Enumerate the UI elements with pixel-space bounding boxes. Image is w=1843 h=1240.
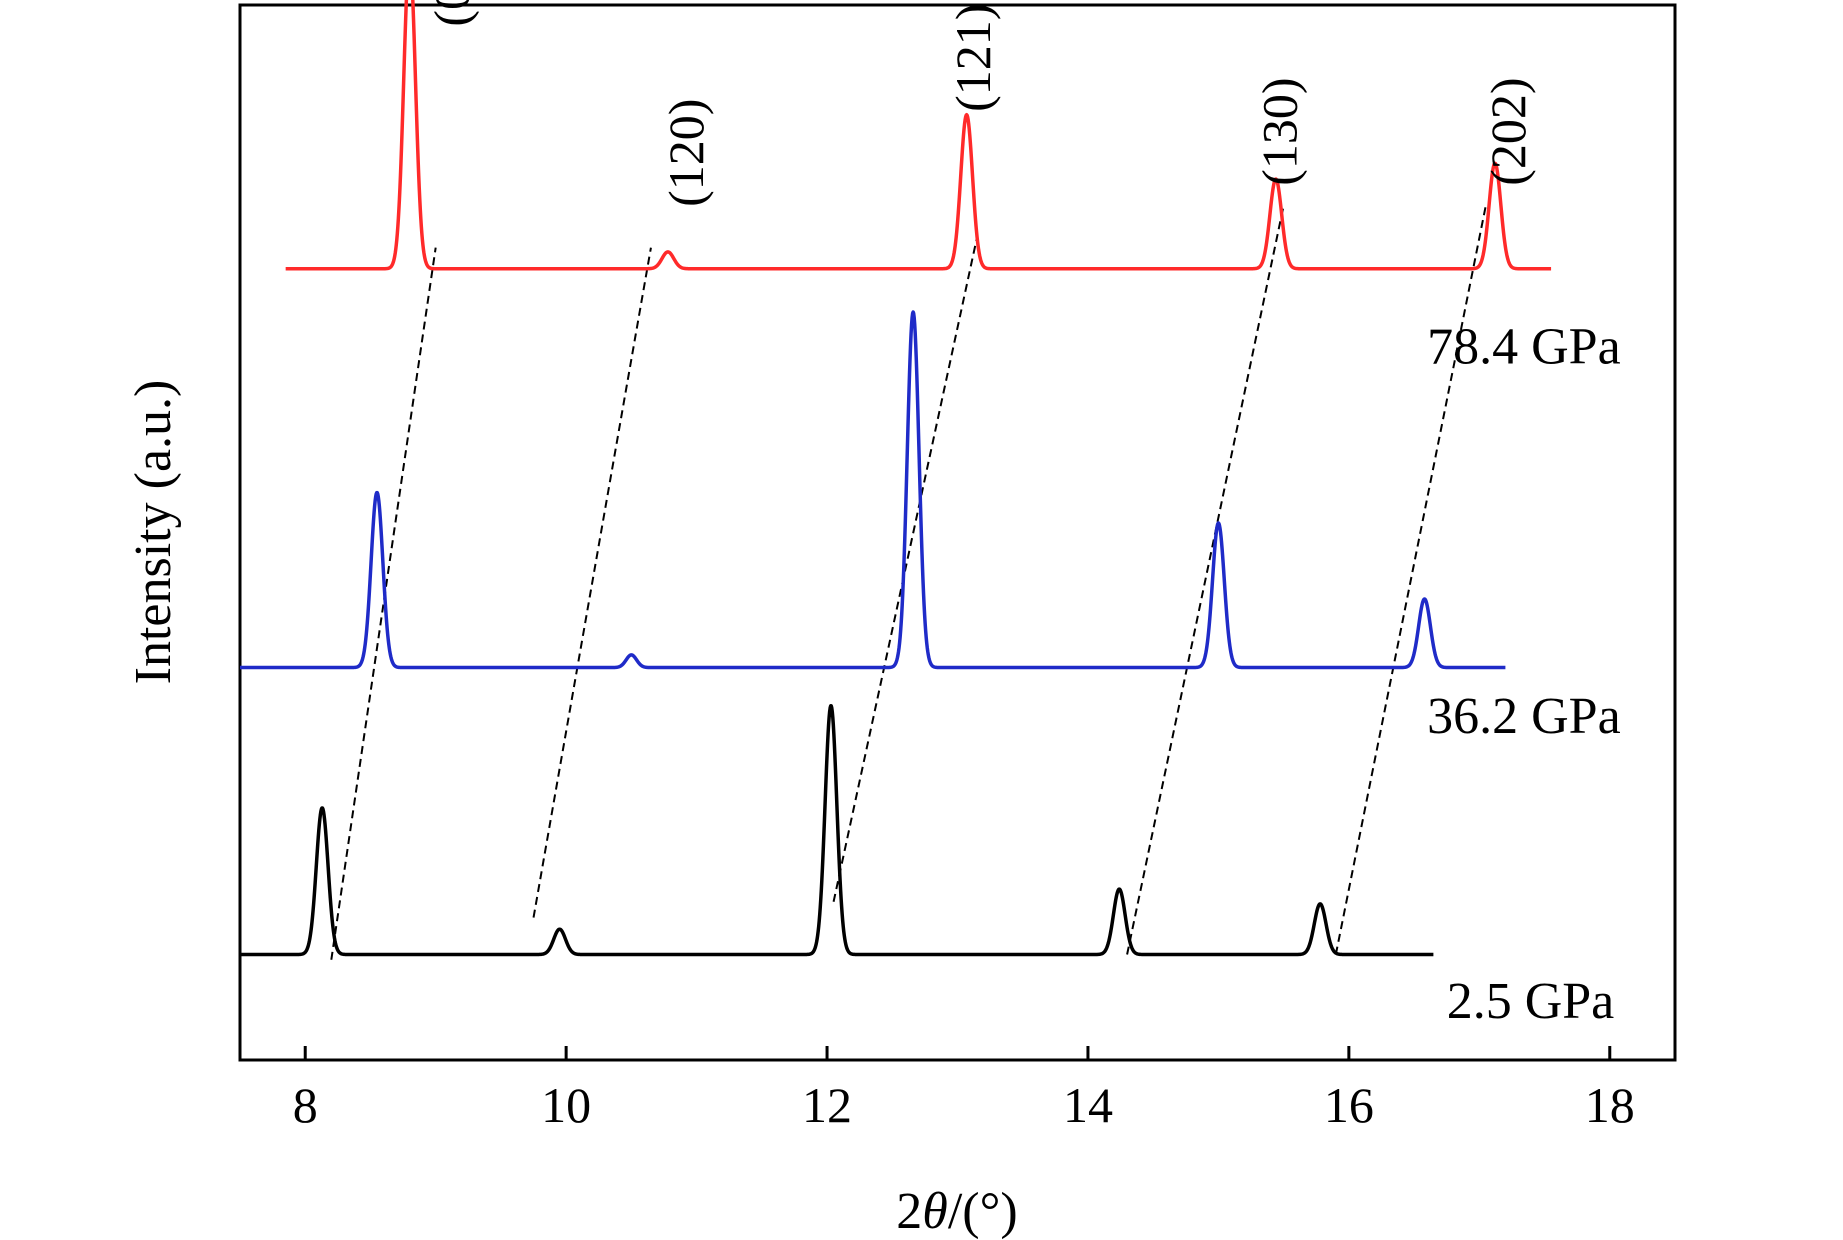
peak-labels: (011) (120) (121) (130) (202)	[423, 0, 1536, 207]
x-axis-label-theta: θ	[922, 1183, 948, 1240]
x-tick-label: 16	[1324, 1077, 1374, 1133]
series-label: 78.4 GPa	[1427, 319, 1621, 376]
peak-shift-dashed-line	[330, 247, 437, 960]
y-axis-label: Intensity (a.u.)	[125, 380, 182, 685]
plot-frame	[238, 3, 1677, 1062]
peak-shift-dashed-line	[532, 247, 652, 918]
series-lines	[238, 0, 1553, 957]
x-axis-label-suffix: /(°)	[948, 1183, 1018, 1240]
peak-label: (130)	[1252, 77, 1308, 185]
trend-lines	[330, 205, 1487, 960]
peak-label: (011)	[423, 0, 479, 27]
series-line-36-2-gpa	[238, 310, 1507, 670]
peak-shift-dashed-line	[1126, 205, 1285, 955]
x-axis-label-prefix: 2	[896, 1183, 922, 1240]
x-axis-ticks: 8 10 12 14 16 18	[293, 1046, 1635, 1133]
series-label: 36.2 GPa	[1427, 688, 1621, 745]
x-tick-label: 14	[1063, 1077, 1113, 1133]
peak-label: (121)	[945, 4, 1001, 112]
x-tick-label: 18	[1585, 1077, 1635, 1133]
peak-label: (120)	[658, 99, 714, 207]
series-labels: 2.5 GPa 36.2 GPa 78.4 GPa	[1427, 319, 1621, 1030]
peak-label: (202)	[1480, 77, 1536, 185]
series-line-2-5-gpa	[238, 704, 1435, 957]
x-tick-label: 12	[802, 1077, 852, 1133]
series-line-78-4-gpa	[284, 0, 1553, 271]
x-axis-label: 2θ/(°)	[896, 1183, 1017, 1240]
x-tick-label: 8	[293, 1077, 318, 1133]
x-tick-label: 10	[541, 1077, 591, 1133]
peak-shift-dashed-line	[1334, 205, 1487, 955]
series-label: 2.5 GPa	[1447, 973, 1615, 1030]
